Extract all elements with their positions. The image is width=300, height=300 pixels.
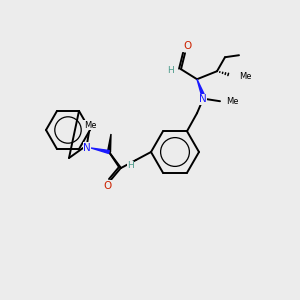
Text: H: H <box>167 66 174 75</box>
Polygon shape <box>197 79 204 96</box>
Text: Me: Me <box>226 97 239 106</box>
Text: Me: Me <box>239 72 251 81</box>
Text: Me: Me <box>84 121 96 130</box>
Text: H: H <box>127 161 134 170</box>
Text: N: N <box>83 143 91 153</box>
Polygon shape <box>91 148 109 154</box>
Text: O: O <box>183 41 191 51</box>
Text: N: N <box>199 94 207 104</box>
Polygon shape <box>107 134 111 152</box>
Text: O: O <box>103 181 111 191</box>
